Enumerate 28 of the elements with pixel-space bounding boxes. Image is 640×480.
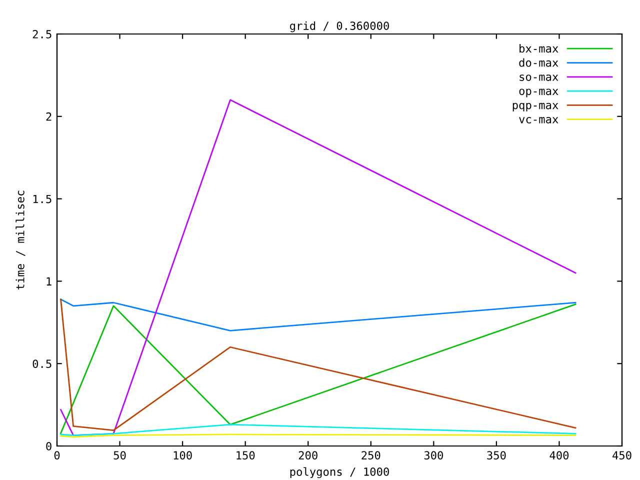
x-tick-label: 50 [114,451,126,460]
x-tick-label: 250 [362,451,380,460]
line-series [60,298,576,332]
x-tick-label: 300 [424,451,443,460]
legend-label: do-max [519,58,558,67]
legend-label: bx-max [520,44,558,53]
line-series [60,99,576,436]
x-axis-title: polygons / 1000 [290,467,389,478]
legend-label: vc-max [519,117,558,124]
chart-title: grid / 0.360000 [290,21,389,32]
legend-label: op-max [519,88,558,98]
x-tick-label: 400 [550,451,569,460]
y-axis-title: time / millisec [16,190,26,290]
legend-label: so-max [520,74,558,81]
y-tick-label: 1 [46,277,52,286]
x-tick-label: 150 [236,451,255,460]
y-tick-label: 0 [46,442,52,450]
y-tick-label: 1.5 [33,194,52,204]
x-tick-label: 100 [174,451,192,460]
line-series [60,424,576,436]
x-tick-label: 450 [612,451,632,460]
y-tick-label: 0.5 [32,360,52,368]
x-tick-label: 0 [54,451,60,460]
x-tick-label: 200 [298,451,318,460]
legend-label: pqp-max [512,102,558,112]
y-tick-label: 2.5 [32,30,52,38]
y-tick-label: 2 [46,112,52,121]
x-tick-label: 350 [487,451,506,460]
